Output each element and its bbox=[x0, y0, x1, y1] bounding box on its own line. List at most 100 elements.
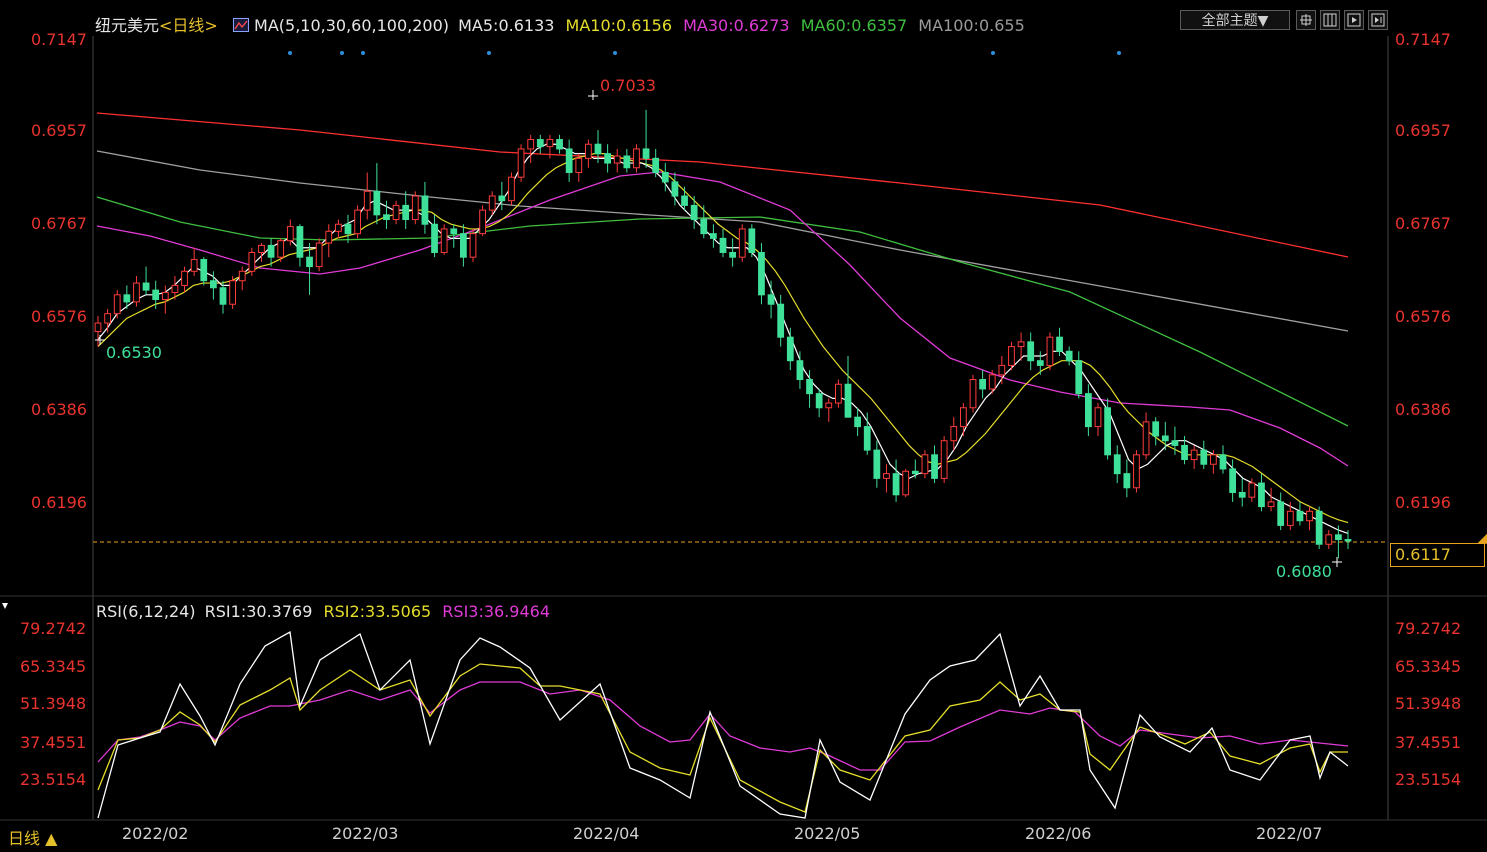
candle-body[interactable] bbox=[171, 284, 179, 293]
candle-body[interactable] bbox=[1085, 393, 1092, 428]
candle-body[interactable] bbox=[133, 282, 140, 303]
candle-body[interactable] bbox=[911, 470, 919, 475]
candle-body[interactable] bbox=[1267, 501, 1275, 508]
candle-body[interactable] bbox=[431, 223, 438, 253]
candle-body[interactable] bbox=[152, 289, 160, 301]
candle-body[interactable] bbox=[1238, 491, 1246, 498]
candle-body[interactable] bbox=[411, 195, 419, 221]
candle-body[interactable] bbox=[546, 139, 554, 148]
candle-body[interactable] bbox=[556, 139, 563, 150]
candle-body[interactable] bbox=[1036, 360, 1044, 366]
candle-body[interactable] bbox=[1027, 341, 1035, 362]
candle-body[interactable] bbox=[200, 259, 208, 282]
candle-body[interactable] bbox=[219, 287, 227, 305]
candle-body[interactable] bbox=[238, 270, 246, 282]
candle-body[interactable] bbox=[1094, 407, 1102, 428]
candle-body[interactable] bbox=[1219, 454, 1227, 470]
candle-body[interactable] bbox=[1258, 482, 1265, 508]
crosshair-icon[interactable] bbox=[1296, 10, 1316, 30]
period-toggle-button[interactable]: 日线 ▲ bbox=[8, 829, 58, 848]
candle-body[interactable] bbox=[796, 360, 804, 381]
candle-body[interactable] bbox=[286, 226, 294, 242]
candle-body[interactable] bbox=[652, 157, 660, 173]
candle-body[interactable] bbox=[421, 195, 429, 225]
candle-body[interactable] bbox=[1190, 449, 1198, 461]
candle-body[interactable] bbox=[1017, 341, 1025, 348]
candle-body[interactable] bbox=[1133, 454, 1140, 489]
candle-body[interactable] bbox=[1200, 449, 1208, 465]
candle-body[interactable] bbox=[1229, 468, 1236, 493]
candle-body[interactable] bbox=[854, 416, 862, 428]
candle-body[interactable] bbox=[306, 256, 313, 268]
candle-body[interactable] bbox=[835, 383, 842, 404]
candle-body[interactable] bbox=[104, 313, 111, 324]
candle-body[interactable] bbox=[594, 143, 602, 155]
candle-body[interactable] bbox=[1142, 421, 1150, 456]
candle-body[interactable] bbox=[931, 454, 938, 479]
candle-body[interactable] bbox=[1277, 501, 1285, 526]
candle-body[interactable] bbox=[1123, 473, 1131, 489]
candle-body[interactable] bbox=[1306, 510, 1313, 522]
candle-body[interactable] bbox=[613, 155, 621, 164]
candle-body[interactable] bbox=[1008, 346, 1015, 366]
candle-body[interactable] bbox=[604, 153, 612, 164]
next-icon[interactable] bbox=[1368, 10, 1388, 30]
candle-body[interactable] bbox=[767, 294, 775, 305]
candle-body[interactable] bbox=[1152, 421, 1160, 437]
candle-body[interactable] bbox=[267, 244, 275, 258]
candle-body[interactable] bbox=[258, 244, 265, 253]
candle-body[interactable] bbox=[392, 204, 400, 221]
candle-body[interactable] bbox=[229, 280, 237, 305]
candle-body[interactable] bbox=[248, 251, 256, 272]
candle-body[interactable] bbox=[440, 228, 448, 253]
period-dropdown[interactable]: <日线> bbox=[159, 16, 218, 35]
candle-body[interactable] bbox=[758, 251, 765, 296]
candle-body[interactable] bbox=[863, 426, 871, 451]
candle-body[interactable] bbox=[1181, 444, 1188, 461]
candle-body[interactable] bbox=[623, 155, 631, 169]
candle-body[interactable] bbox=[700, 219, 708, 235]
candle-body[interactable] bbox=[325, 230, 333, 244]
candle-body[interactable] bbox=[1335, 534, 1342, 541]
candle-body[interactable] bbox=[277, 240, 285, 258]
candle-body[interactable] bbox=[123, 294, 131, 303]
candle-body[interactable] bbox=[1315, 510, 1323, 545]
candle-body[interactable] bbox=[585, 143, 592, 159]
candle-body[interactable] bbox=[815, 393, 823, 409]
candle-body[interactable] bbox=[777, 303, 785, 338]
candle-body[interactable] bbox=[1104, 407, 1111, 456]
candle-body[interactable] bbox=[710, 233, 717, 239]
candle-body[interactable] bbox=[738, 228, 746, 258]
candle-body[interactable] bbox=[1046, 336, 1054, 366]
candle-body[interactable] bbox=[1171, 440, 1179, 446]
candle-body[interactable] bbox=[661, 171, 669, 183]
candle-body[interactable] bbox=[383, 214, 390, 221]
candle-body[interactable] bbox=[161, 291, 169, 301]
layout-icon[interactable] bbox=[1320, 10, 1340, 30]
candle-body[interactable] bbox=[806, 379, 813, 395]
candle-body[interactable] bbox=[633, 148, 640, 169]
candle-body[interactable] bbox=[1210, 454, 1217, 465]
candle-body[interactable] bbox=[344, 223, 352, 235]
candle-body[interactable] bbox=[402, 204, 410, 221]
candle-body[interactable] bbox=[1056, 336, 1063, 352]
candle-body[interactable] bbox=[844, 383, 852, 418]
candle-body[interactable] bbox=[373, 190, 381, 216]
candle-body[interactable] bbox=[969, 379, 977, 409]
candle-body[interactable] bbox=[469, 233, 477, 258]
candle-body[interactable] bbox=[883, 473, 890, 479]
candle-body[interactable] bbox=[998, 364, 1006, 376]
candle-body[interactable] bbox=[354, 209, 362, 235]
candle-body[interactable] bbox=[825, 402, 833, 409]
theme-dropdown-button[interactable]: 全部主题▼ bbox=[1180, 10, 1290, 30]
candle-body[interactable] bbox=[508, 176, 515, 202]
candle-body[interactable] bbox=[1286, 510, 1294, 526]
candle-body[interactable] bbox=[786, 336, 794, 362]
candle-body[interactable] bbox=[1161, 435, 1169, 442]
candle-body[interactable] bbox=[671, 181, 679, 197]
rsi-lines[interactable] bbox=[97, 630, 1349, 819]
candle-body[interactable] bbox=[113, 294, 121, 315]
candle-body[interactable] bbox=[719, 237, 727, 253]
candle-body[interactable] bbox=[960, 407, 967, 428]
candle-body[interactable] bbox=[450, 228, 458, 235]
